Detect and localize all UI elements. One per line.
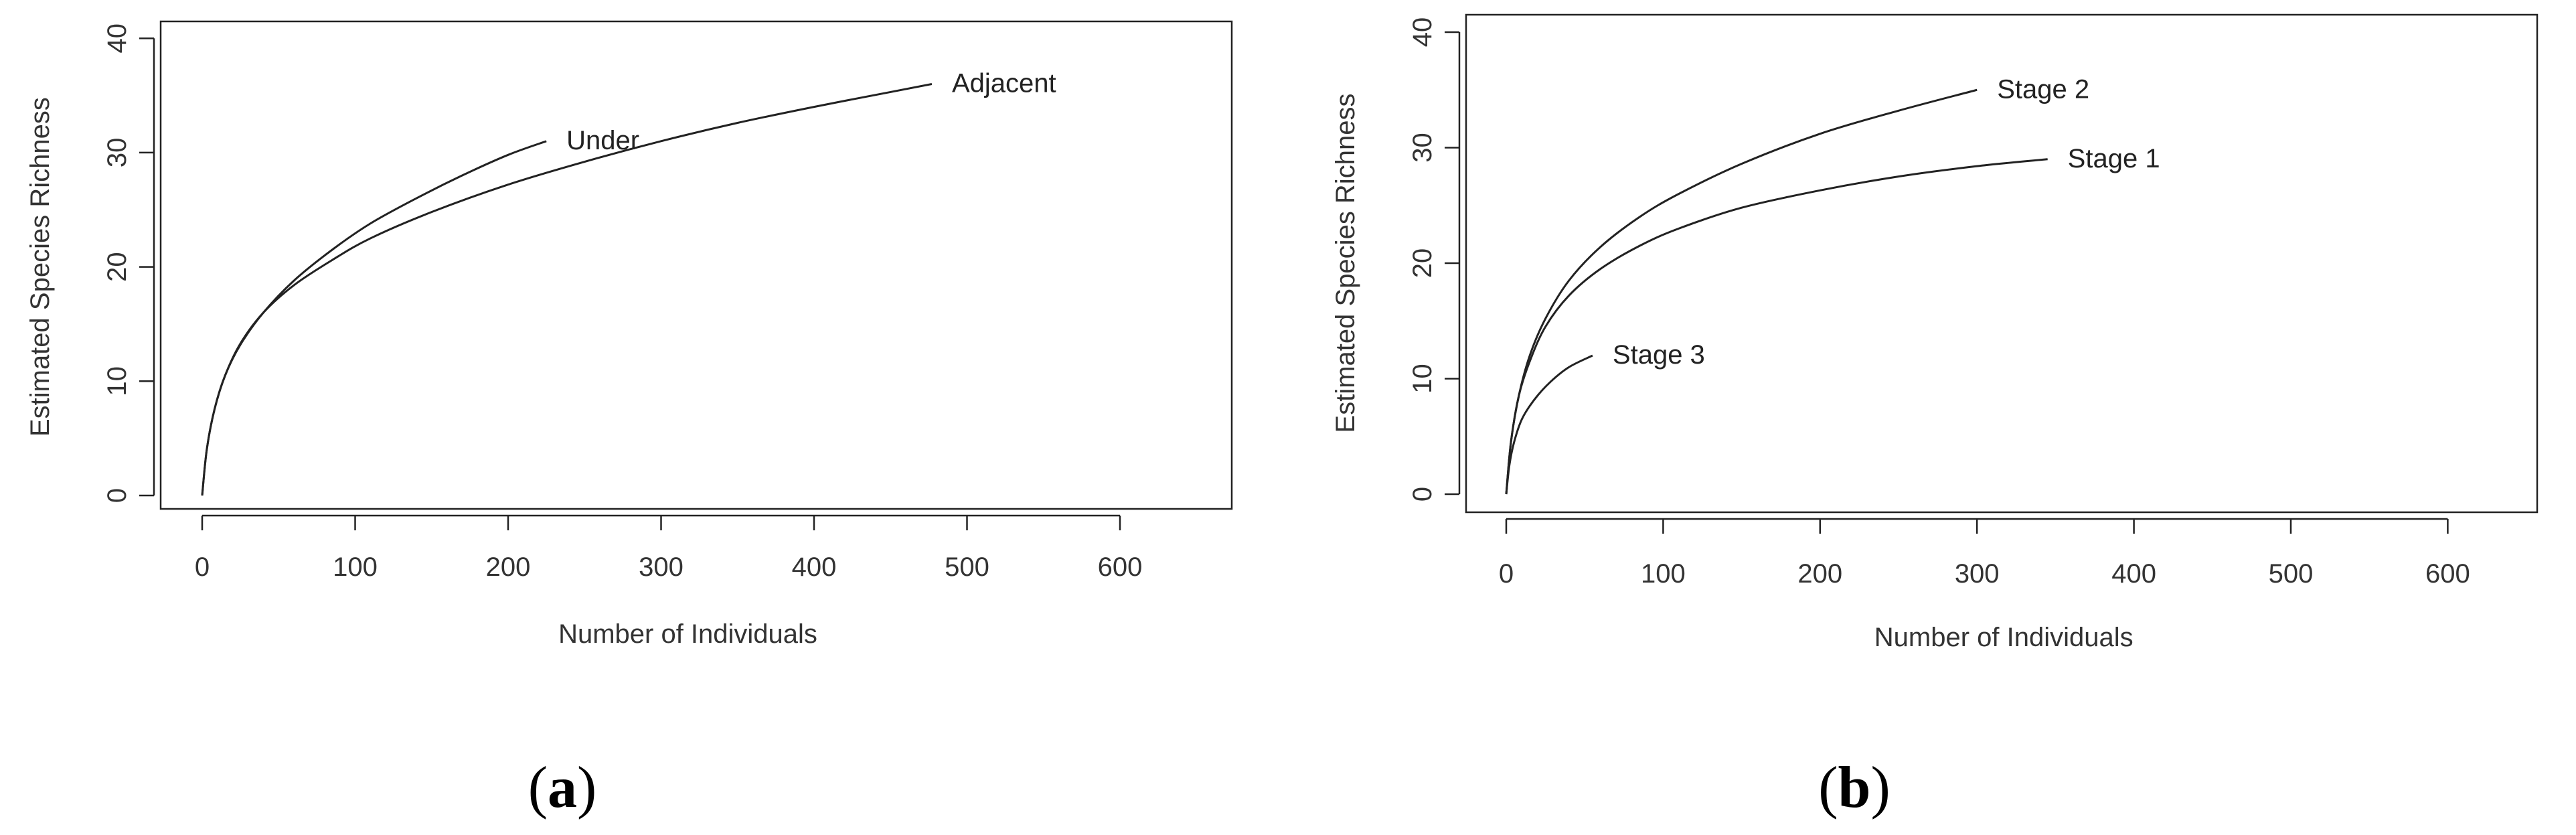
- y-tick-label-b-40: 40: [1408, 17, 1437, 48]
- panel-label-letter-a: a: [548, 755, 577, 820]
- plot-frame-b: [1465, 13, 2539, 514]
- series-label-b-stage-3: Stage 3: [1613, 340, 1705, 370]
- x-tick-label-b-200: 200: [1797, 559, 1842, 589]
- x-tick-label-a-300: 300: [639, 552, 683, 582]
- x-tick-label-a-600: 600: [1098, 552, 1143, 582]
- x-tick-label-a-200: 200: [486, 552, 531, 582]
- panel-label-letter-b: b: [1838, 755, 1871, 820]
- series-line-b-stage-1: [1505, 158, 2048, 495]
- series-label-b-stage-1: Stage 1: [2068, 144, 2160, 173]
- panel-b: 0 100 200 300 400 500 600 0 10 20 30 40 Number of In…: [1331, 13, 2539, 820]
- x-tick-label-b-300: 300: [1955, 559, 2000, 589]
- series-label-b-stage-2: Stage 2: [1997, 74, 2089, 104]
- panel-a: 0 100 200 300 400 500 600 0 10 20 30 40 Number of In…: [25, 20, 1233, 820]
- panel-label-b: (b): [1818, 755, 1890, 820]
- panel-label-a: (a): [528, 755, 597, 820]
- panel-label-open-a: (: [528, 755, 548, 820]
- x-axis-title-a: Number of Individuals: [558, 619, 817, 649]
- x-tick-label-b-600: 600: [2425, 559, 2470, 589]
- x-tick-label-a-0: 0: [195, 552, 210, 582]
- x-tick-label-a-500: 500: [945, 552, 989, 582]
- y-tick-label-a-10: 10: [102, 366, 132, 396]
- x-tick-label-b-500: 500: [2269, 559, 2314, 589]
- y-axis-title-a: Estimated Species Richness: [25, 97, 55, 437]
- x-axis-title-b: Number of Individuals: [1874, 623, 2134, 652]
- x-tick-label-b-400: 400: [2111, 559, 2156, 589]
- y-tick-label-b-30: 30: [1408, 133, 1437, 163]
- x-tick-label-b-100: 100: [1641, 559, 1686, 589]
- y-tick-label-a-20: 20: [102, 252, 132, 282]
- panel-label-close-a: ): [577, 755, 596, 820]
- x-tick-label-a-100: 100: [333, 552, 378, 582]
- panel-label-open-b: (: [1818, 755, 1838, 820]
- y-tick-label-b-0: 0: [1408, 487, 1437, 502]
- series-line-a-adjacent: [201, 83, 933, 496]
- x-tick-label-b-0: 0: [1499, 559, 1514, 589]
- series-line-b-stage-3: [1505, 354, 1593, 495]
- series-label-a-adjacent: Adjacent: [952, 68, 1056, 98]
- y-tick-label-a-30: 30: [102, 138, 132, 168]
- y-tick-label-a-0: 0: [102, 488, 132, 503]
- panel-label-close-b: ): [1870, 755, 1890, 820]
- x-tick-label-a-400: 400: [792, 552, 837, 582]
- y-axis-title-b: Estimated Species Richness: [1331, 94, 1360, 433]
- series-label-a-under: Under: [566, 126, 639, 155]
- y-tick-label-b-20: 20: [1408, 248, 1437, 279]
- y-tick-label-b-10: 10: [1408, 364, 1437, 394]
- y-tick-label-a-40: 40: [102, 23, 132, 53]
- plot-frame-a: [159, 20, 1233, 510]
